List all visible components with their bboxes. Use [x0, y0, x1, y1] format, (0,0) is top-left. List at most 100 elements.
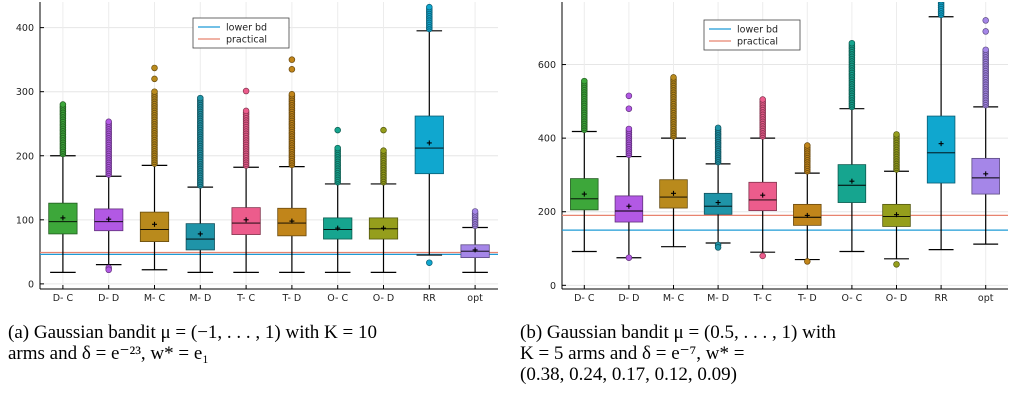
y-tick-label: 0: [28, 279, 34, 290]
x-tick-label: O- D: [373, 293, 395, 304]
outlier-point: [670, 74, 677, 81]
box-O-D: [882, 131, 911, 268]
caption-a-label: (a): [8, 322, 30, 343]
box-T-C: [748, 96, 777, 260]
x-tick-label: D- D: [618, 293, 639, 304]
box-opt: [460, 208, 490, 273]
box-body: [614, 195, 644, 223]
outlier-point: [334, 144, 341, 152]
outlier-point: [105, 266, 112, 274]
outlier-point: [982, 28, 989, 35]
x-tick-label: opt: [978, 293, 994, 304]
outlier-point: [242, 107, 250, 115]
x-tick-label: D- C: [574, 293, 595, 304]
outlier-point: [151, 64, 158, 72]
x-tick-label: O- D: [886, 293, 908, 304]
outlier-point: [982, 17, 989, 24]
caption-b-label: (b): [520, 322, 543, 343]
outlier-point: [151, 75, 158, 83]
plot-area: [562, 2, 1008, 268]
legend-label: lower bd: [737, 25, 778, 36]
x-tick-label: M- C: [663, 293, 685, 304]
box-D-C: [48, 101, 78, 273]
box-RR: [926, 2, 956, 251]
x-tick-label: O- C: [327, 293, 348, 304]
outlier-point: [982, 46, 989, 54]
x-tick-label: T- D: [282, 293, 302, 304]
box-T-D: [277, 56, 307, 273]
outlier-point: [714, 124, 722, 132]
x-tick-label: RR: [423, 293, 437, 304]
y-tick-label: 400: [538, 134, 556, 145]
chart-b: 0 200 400 600 D- C D- D M- C M- D T- C T- D O- C O-…: [538, 2, 1008, 304]
caption-a: (a) Gaussian bandit μ = (−1, . . . , 1) …: [8, 322, 498, 364]
box-body: [926, 115, 956, 184]
caption-a-line1: Gaussian bandit μ = (−1, . . . , 1) with…: [33, 322, 377, 343]
box-M-C: [139, 64, 170, 271]
outlier-point: [242, 87, 250, 95]
chart-panel-a: 0 100 200 300 400 D- C D- D M- C M- D T- C T- D O- …: [16, 2, 498, 304]
outlier-point: [151, 88, 158, 95]
outlier-point: [105, 118, 112, 126]
y-tick-label: 100: [16, 215, 34, 226]
box-body: [185, 223, 215, 251]
x-tick-label: T- D: [797, 293, 817, 304]
box-M-D: [185, 94, 215, 273]
outlier-point: [380, 126, 387, 134]
outlier-point: [804, 142, 811, 149]
outlier-point: [893, 131, 900, 138]
y-tick-label: 0: [550, 281, 556, 292]
box-T-D: [793, 142, 822, 265]
outlier-point: [938, 2, 944, 4]
x-tick-label: T- C: [236, 293, 255, 304]
legend-label: practical: [737, 37, 778, 48]
outlier-point: [625, 105, 633, 112]
outlier-point: [380, 147, 387, 154]
chart-a: 0 100 200 300 400 D- C D- D M- C M- D T- C T- D O- …: [16, 2, 498, 304]
outlier-point: [288, 56, 296, 63]
x-tick-label: M- D: [189, 293, 211, 304]
legend-label: practical: [226, 35, 267, 46]
y-tick-label: 300: [16, 87, 34, 98]
box-O-C: [323, 126, 353, 273]
y-tick-label: 600: [538, 60, 556, 71]
outlier-point: [625, 92, 633, 100]
outlier-point: [714, 244, 722, 251]
legend-label: lower bd: [226, 23, 267, 34]
outlier-point: [625, 125, 633, 133]
legend-box: [192, 17, 290, 49]
box-M-D: [703, 124, 733, 251]
caption-b-line3: (0.38, 0.24, 0.17, 0.12, 0.09): [520, 364, 737, 385]
x-tick-label: M- C: [144, 293, 166, 304]
box-O-C: [837, 39, 867, 253]
outlier-point: [426, 3, 433, 11]
outlier-point: [471, 208, 479, 215]
outlier-point: [804, 258, 811, 265]
box-D-D: [614, 92, 644, 261]
box-D-C: [570, 77, 599, 253]
y-tick-label: 400: [16, 23, 34, 34]
outlier-point: [426, 259, 433, 266]
box-O-D: [368, 126, 399, 273]
box-body: [139, 211, 170, 242]
box-RR: [414, 3, 444, 266]
plot-area: [40, 3, 498, 274]
outlier-point: [625, 254, 633, 261]
outlier-point: [848, 39, 856, 47]
x-tick-label: M- D: [707, 293, 729, 304]
caption-b: (b) Gaussian bandit μ = (0.5, . . . , 1)…: [520, 322, 1010, 385]
outlier-point: [893, 261, 900, 268]
caption-b-line2: K = 5 arms and δ = e⁻⁷, w* =: [520, 343, 745, 364]
box-opt: [971, 17, 1000, 245]
x-tick-label: D- D: [98, 293, 119, 304]
box-D-D: [94, 118, 124, 274]
x-tick-label: D- C: [53, 293, 74, 304]
outlier-point: [759, 96, 766, 103]
outlier-point: [288, 90, 296, 98]
y-tick-label: 200: [16, 151, 34, 162]
box-T-C: [231, 87, 261, 273]
caption-b-line1: Gaussian bandit μ = (0.5, . . . , 1) wit…: [546, 322, 836, 343]
outlier-point: [59, 101, 67, 108]
